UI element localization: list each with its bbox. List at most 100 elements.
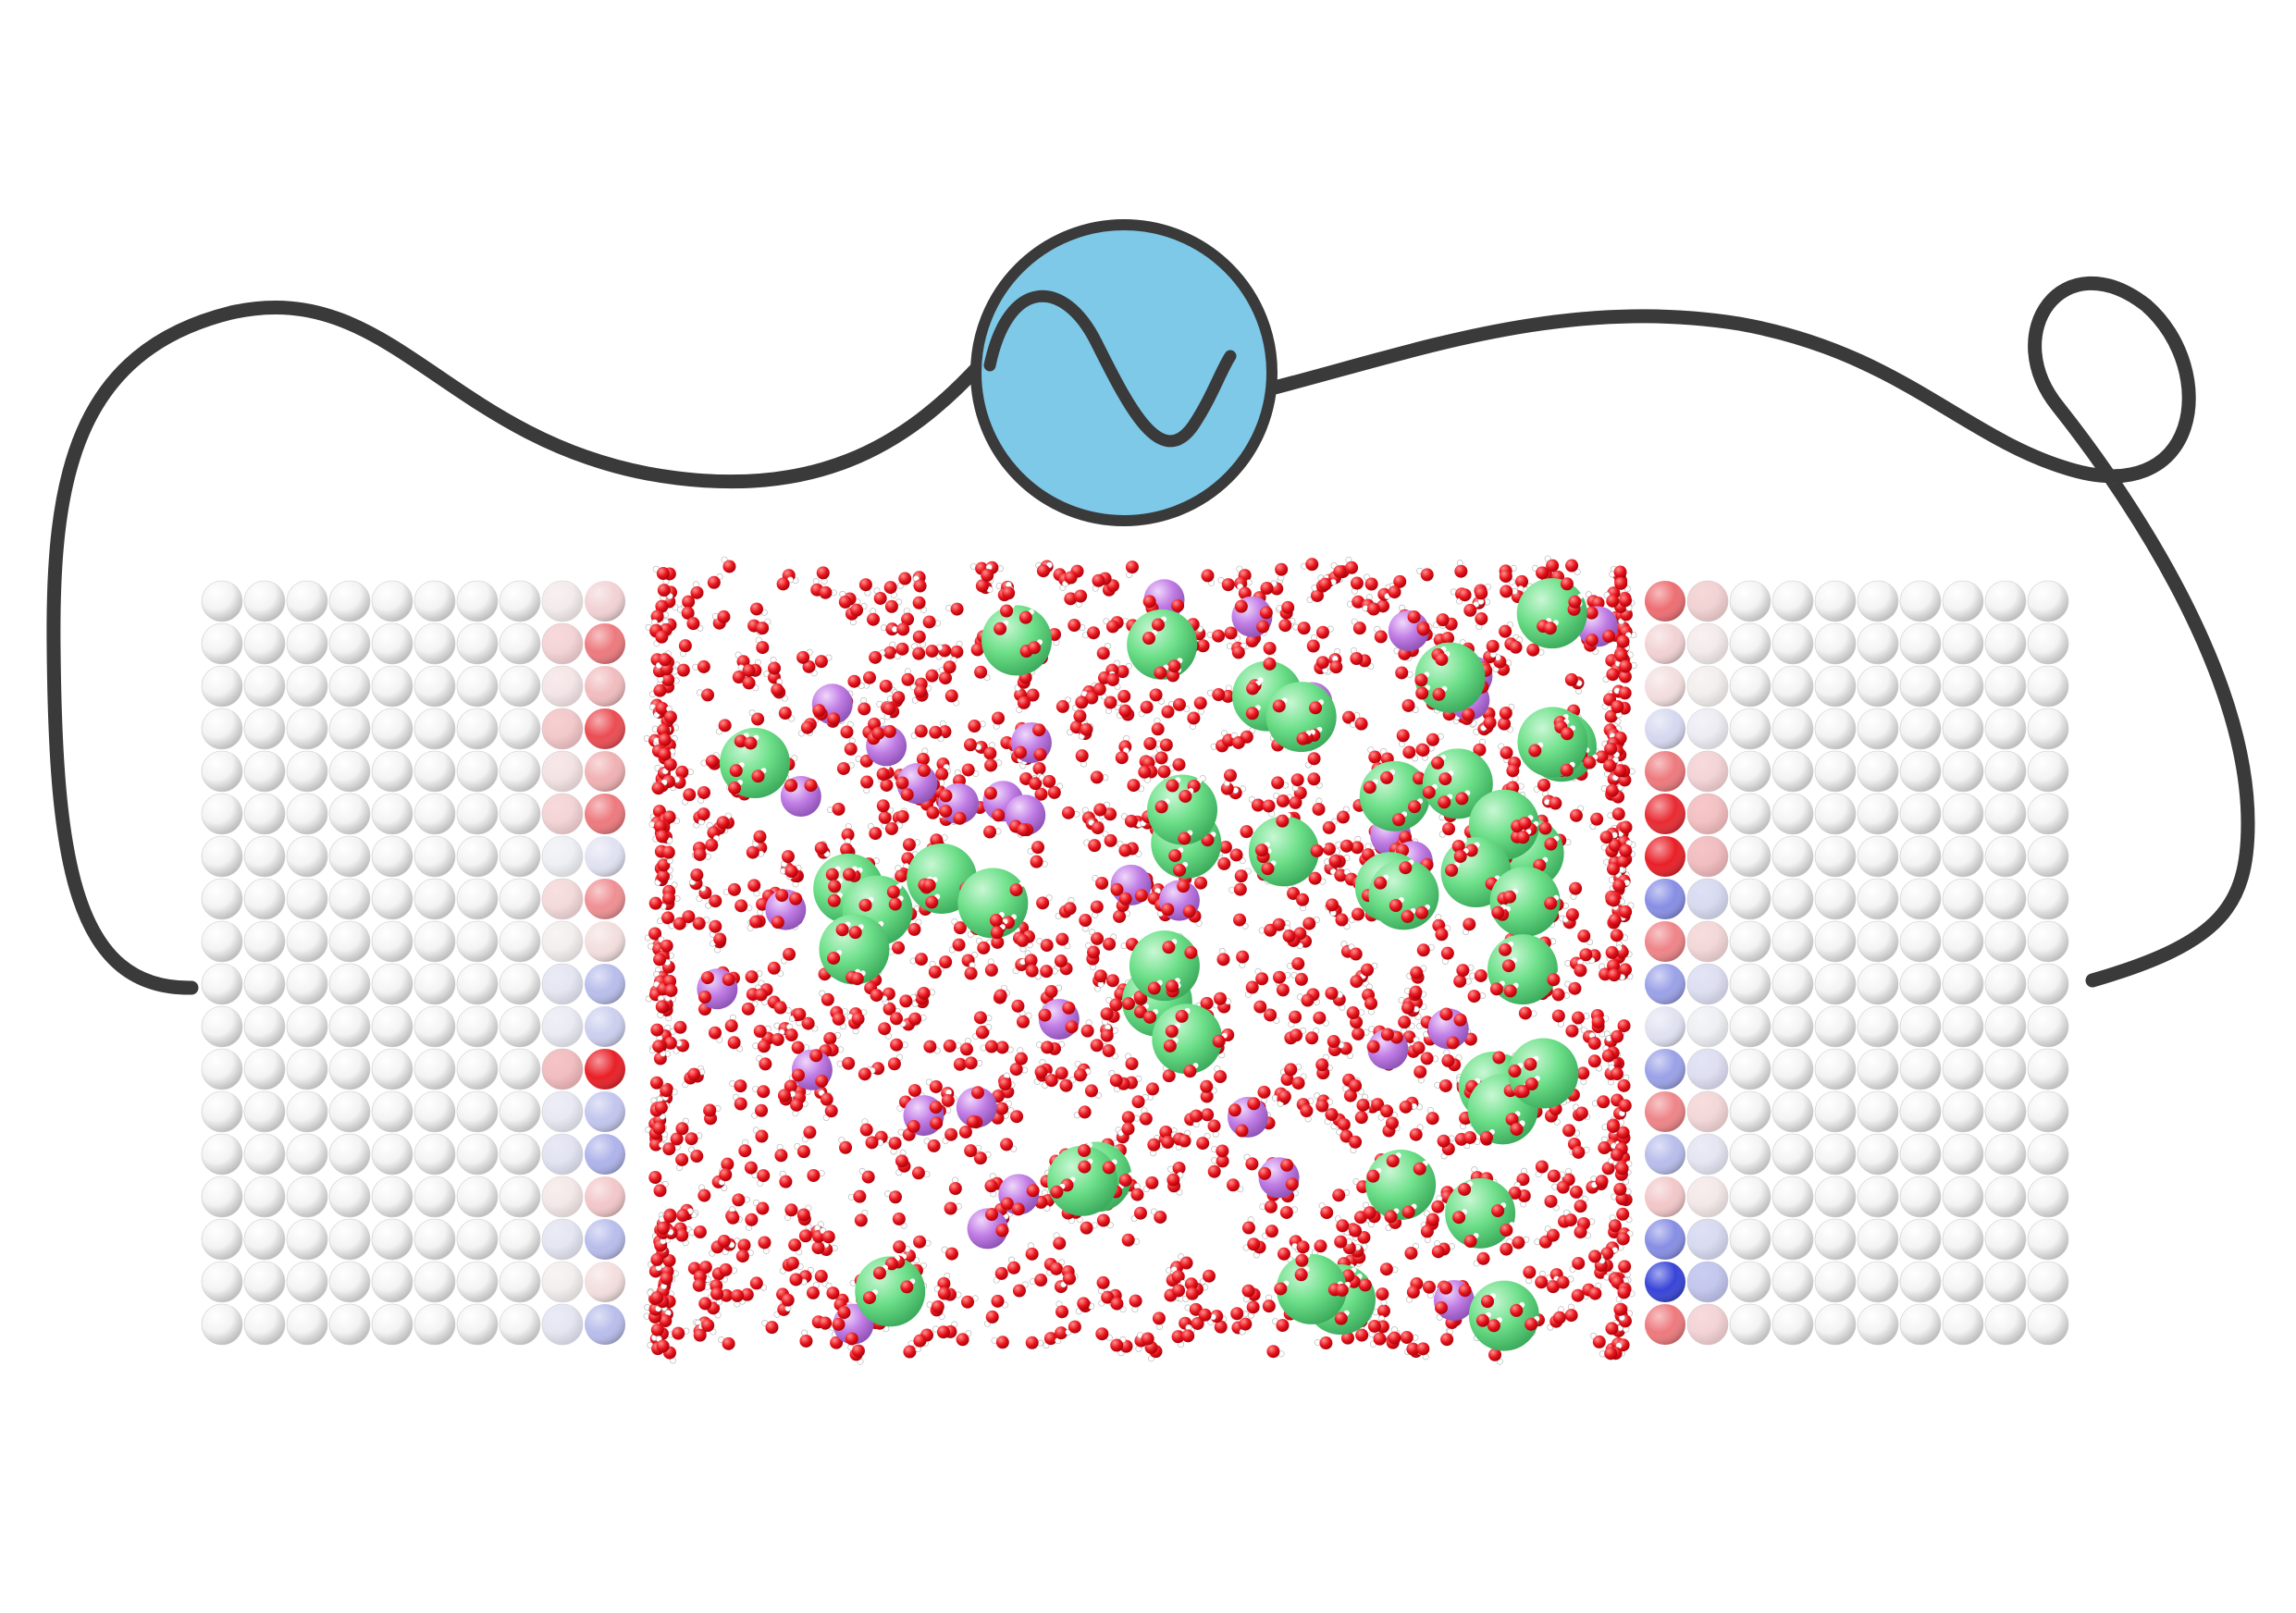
- oxygen-atom: [1257, 1085, 1271, 1099]
- oxygen-atom: [1551, 1009, 1565, 1023]
- shell-oxygen: [1543, 622, 1557, 635]
- oxygen-atom: [742, 664, 756, 678]
- electrode-atom: [1984, 1090, 2027, 1133]
- oxygen-atom: [1401, 1001, 1415, 1015]
- oxygen-atom: [1218, 840, 1232, 854]
- electrode-atom: [2027, 878, 2069, 920]
- electrode-atom: [1729, 1303, 1771, 1346]
- oxygen-atom: [1245, 1157, 1259, 1171]
- oxygen-atom: [744, 1161, 758, 1175]
- electrode-atom: [1984, 708, 2027, 750]
- oxygen-atom: [1608, 913, 1622, 927]
- hydration-oxygen: [1234, 599, 1248, 613]
- oxygen-atom: [851, 1344, 865, 1358]
- electrode-atom: [328, 1303, 371, 1346]
- oxygen-atom: [1200, 1079, 1214, 1093]
- electrode-atom: [499, 835, 541, 878]
- oxygen-atom: [1095, 1327, 1109, 1341]
- oxygen-atom: [888, 1190, 902, 1204]
- oxygen-atom: [1093, 969, 1107, 983]
- electrode-atom: [201, 1090, 243, 1133]
- hydration-oxygen: [1026, 1184, 1040, 1198]
- oxygen-atom: [1007, 1261, 1021, 1274]
- oxygen-atom: [661, 892, 675, 905]
- oxygen-atom: [944, 1201, 957, 1215]
- oxygen-atom: [899, 994, 913, 1008]
- electrode-atom: [456, 1090, 499, 1133]
- surface-atom-shading: [585, 1262, 625, 1302]
- oxygen-atom: [1416, 744, 1430, 757]
- electrode-atom: [2027, 1218, 2069, 1261]
- electrode-atom: [414, 708, 456, 750]
- electrode-atom: [371, 1090, 414, 1133]
- electrode-atom: [243, 750, 286, 793]
- shell-oxygen: [1458, 1182, 1472, 1196]
- shell-oxygen: [1050, 1185, 1064, 1199]
- electrode-atom: [1942, 1133, 1984, 1176]
- oxygen-atom: [1296, 1240, 1310, 1254]
- electrode-atom: [2027, 708, 2069, 750]
- electrode-atom: [371, 835, 414, 878]
- oxygen-atom: [650, 1290, 664, 1304]
- shell-oxygen: [1475, 1313, 1489, 1327]
- electrode-atom: [456, 665, 499, 708]
- oxygen-atom: [1080, 1221, 1093, 1235]
- oxygen-atom: [721, 1157, 734, 1171]
- hydration-oxygen: [985, 1208, 999, 1222]
- oxygen-atom: [923, 1040, 937, 1053]
- electrode-atom: [286, 835, 328, 878]
- oxygen-atom: [1617, 1286, 1631, 1299]
- oxygen-atom: [1376, 1287, 1389, 1301]
- shell-oxygen: [1018, 610, 1032, 624]
- oxygen-atom: [1574, 1200, 1587, 1213]
- surface-atom-shading: [1645, 581, 1685, 622]
- electrode-atom: [243, 1005, 286, 1048]
- oxygen-atom: [858, 578, 872, 592]
- oxygen-atom: [1355, 1328, 1369, 1342]
- oxygen-atom: [1127, 779, 1141, 793]
- oxygen-atom: [884, 599, 898, 613]
- oxygen-atom: [661, 845, 675, 859]
- oxygen-atom: [984, 1040, 998, 1053]
- oxygen-atom: [662, 1142, 676, 1156]
- electrode-atom: [1857, 580, 1899, 622]
- surface-atom-shading: [585, 794, 625, 834]
- oxygen-atom: [802, 659, 816, 673]
- oxygen-atom: [1149, 688, 1163, 702]
- oxygen-atom: [692, 1278, 706, 1292]
- oxygen-atom: [952, 938, 966, 952]
- electrode-atom: [414, 920, 456, 963]
- oxygen-atom: [1463, 603, 1477, 617]
- electrode-atom: [1899, 835, 1942, 878]
- electrode-atom: [243, 708, 286, 750]
- oxygen-atom: [1597, 1095, 1611, 1109]
- shell-oxygen: [1401, 909, 1414, 923]
- oxygen-atom: [1104, 696, 1117, 709]
- oxygen-atom: [961, 1295, 975, 1309]
- oxygen-atom: [1034, 1274, 1048, 1287]
- oxygen-atom: [1301, 993, 1315, 1007]
- oxygen-atom: [1588, 1287, 1602, 1300]
- electrode-atom: [1899, 665, 1942, 708]
- oxygen-atom: [791, 1040, 805, 1054]
- electrode-atom: [1899, 1176, 1942, 1218]
- oxygen-atom: [1233, 882, 1247, 896]
- oxygen-atom: [1325, 986, 1339, 1000]
- oxygen-atom: [697, 659, 710, 673]
- electrolyte-region: [643, 555, 1637, 1365]
- hydration-oxygen: [1134, 889, 1148, 903]
- oxygen-atom: [1515, 574, 1529, 588]
- oxygen-atom: [709, 919, 722, 933]
- oxygen-atom: [1546, 559, 1560, 573]
- oxygen-atom: [660, 939, 673, 953]
- oxygen-atom: [950, 645, 964, 659]
- oxygen-atom: [1571, 1288, 1585, 1302]
- oxygen-atom: [1265, 1225, 1278, 1238]
- oxygen-atom: [1587, 1054, 1601, 1068]
- subsurface-atom-tint: [1687, 1262, 1728, 1302]
- electrode-atom: [286, 1090, 328, 1133]
- oxygen-atom: [1040, 965, 1054, 979]
- oxygen-atom: [1577, 930, 1591, 943]
- oxygen-atom: [1508, 1186, 1522, 1200]
- oxygen-atom: [1431, 1200, 1445, 1213]
